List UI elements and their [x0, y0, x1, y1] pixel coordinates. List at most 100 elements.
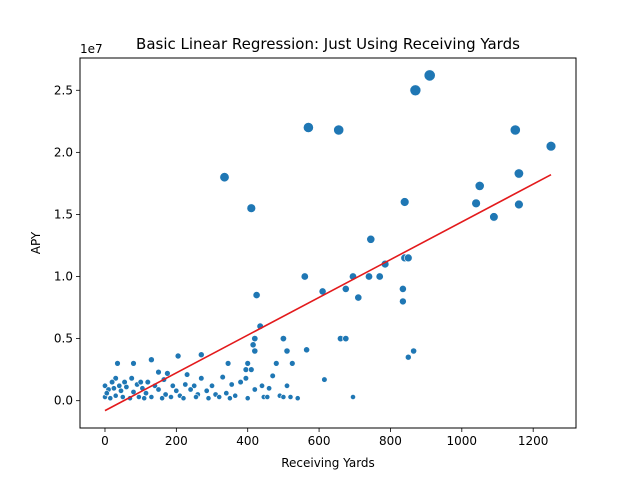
- data-point: [135, 394, 142, 400]
- data-point: [219, 374, 226, 381]
- y-axis: 0.0 0.5 1.0 1.5 2.0 2.5: [54, 83, 80, 408]
- y-axis-label: APY: [29, 231, 43, 254]
- data-point: [471, 198, 481, 209]
- data-point: [404, 353, 412, 361]
- data-point: [283, 382, 290, 389]
- data-point: [266, 385, 273, 392]
- data-point: [341, 284, 350, 293]
- data-point: [333, 124, 345, 136]
- data-point: [148, 356, 155, 364]
- data-point: [410, 347, 417, 355]
- data-point: [184, 371, 191, 378]
- data-point: [300, 272, 309, 281]
- data-point: [116, 382, 123, 389]
- data-point: [148, 394, 155, 400]
- data-point: [252, 291, 261, 299]
- data-point: [155, 386, 162, 393]
- plot-area: [102, 69, 557, 412]
- data-point: [162, 391, 169, 398]
- y-axis-offset-label: 1e7: [80, 42, 103, 56]
- data-point: [321, 376, 328, 383]
- data-point: [269, 372, 276, 380]
- data-point: [112, 375, 119, 382]
- y-tick-label: 2.5: [54, 83, 73, 97]
- data-point: [409, 84, 422, 97]
- data-point: [205, 395, 212, 402]
- data-point: [141, 395, 148, 402]
- x-tick-label: 1000: [447, 434, 478, 448]
- data-point: [273, 360, 280, 367]
- data-point: [119, 394, 126, 400]
- x-tick-label: 600: [308, 434, 331, 448]
- y-tick-label: 0.0: [54, 394, 73, 408]
- axes-frame: [79, 57, 577, 429]
- data-point: [350, 394, 356, 400]
- data-point: [545, 141, 557, 152]
- data-point: [242, 375, 249, 382]
- data-point: [112, 392, 119, 399]
- data-point: [155, 368, 162, 376]
- data-point: [249, 341, 257, 349]
- y-tick-label: 0.5: [54, 332, 73, 346]
- data-point: [118, 387, 125, 394]
- x-tick-label: 1200: [518, 434, 549, 448]
- data-point: [289, 360, 296, 367]
- data-point: [279, 335, 287, 343]
- data-point: [264, 394, 271, 400]
- data-point: [251, 335, 259, 343]
- data-point: [144, 379, 151, 386]
- data-point: [248, 366, 255, 373]
- data-point: [280, 394, 287, 400]
- data-point: [232, 392, 239, 399]
- data-point: [400, 197, 410, 207]
- data-point: [169, 382, 176, 389]
- y-tick-label: 2.0: [54, 145, 73, 159]
- data-point: [283, 347, 291, 355]
- y-tick-label: 1.5: [54, 207, 73, 221]
- data-point: [137, 379, 144, 386]
- data-point: [102, 382, 109, 389]
- data-point: [423, 69, 436, 82]
- data-point: [375, 272, 384, 281]
- x-axis: 0 200 400 600 800 1000 1200: [101, 428, 548, 448]
- data-point: [164, 370, 171, 377]
- x-axis-label: Receiving Yards: [281, 456, 375, 470]
- data-point: [143, 390, 150, 397]
- data-point: [107, 395, 114, 402]
- data-point: [366, 234, 376, 244]
- data-point: [198, 351, 205, 359]
- data-point: [251, 347, 259, 355]
- data-point: [219, 172, 230, 183]
- data-point: [251, 386, 258, 393]
- data-point: [108, 379, 116, 386]
- x-tick-label: 800: [379, 434, 402, 448]
- data-point: [187, 386, 194, 393]
- data-point: [216, 394, 223, 400]
- data-point: [287, 394, 294, 400]
- data-point: [354, 293, 363, 302]
- regression-line: [104, 174, 552, 412]
- data-point: [223, 390, 230, 397]
- data-point: [513, 168, 524, 179]
- y-tick-label: 1.0: [54, 270, 73, 284]
- data-point: [159, 395, 165, 402]
- data-point: [364, 272, 373, 281]
- data-point: [168, 394, 174, 400]
- data-point: [174, 352, 182, 360]
- data-point: [399, 297, 407, 306]
- data-point: [294, 395, 301, 402]
- data-point: [258, 382, 265, 389]
- x-tick-label: 0: [101, 434, 109, 448]
- data-point: [404, 253, 413, 263]
- x-tick-label: 200: [165, 434, 188, 448]
- data-point: [173, 387, 180, 394]
- data-point: [191, 382, 198, 389]
- data-point: [244, 360, 251, 367]
- data-point: [237, 379, 244, 386]
- data-point: [198, 375, 205, 382]
- data-point: [209, 382, 216, 389]
- data-point: [242, 366, 250, 373]
- data-point: [114, 360, 121, 367]
